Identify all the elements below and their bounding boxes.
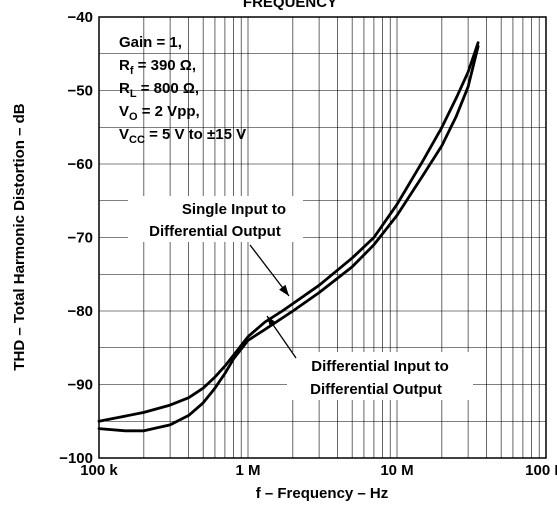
condition-subscript: CC [129,134,145,146]
annotation-text-2: Differential Output [310,381,442,398]
condition-subscript: f [130,65,134,77]
annotation-box-2 [287,352,473,400]
annotation-arrow-1-head [279,284,289,296]
x-tick-label: 100 k [80,462,118,479]
annotation-text-1: Single Input to [182,201,286,218]
annotation-text-2: Differential Input to [311,358,449,375]
series-line-1 [97,45,480,433]
tick-labels: −100 −90 −80 −70 −60 −50 −40 100 k 1 M 10 M 100 M [59,9,557,479]
annotation-box-1 [128,196,303,242]
x-axis-label: f – Frequency – Hz [256,485,389,502]
series-line-2 [97,41,480,423]
condition-subscript: O [129,111,138,123]
y-tick-label: −50 [68,83,93,100]
condition-subscript: L [130,88,137,100]
plot-frame [98,16,547,459]
condition-value: = 2 Vpp, [138,103,200,120]
annotation-text-1: Differential Output [149,223,281,240]
chart-title: FREQUENCY [243,0,337,11]
y-tick-label: −60 [68,156,93,173]
condition-symbol: R [119,80,130,97]
y-tick-label: −80 [68,303,93,320]
y-tick-label: −40 [68,9,93,26]
x-tick-label: 10 M [380,462,413,479]
y-tick-label: −70 [68,230,93,247]
y-axis-label: THD – Total Harmonic Distortion – dB [11,103,28,370]
condition-value: = 800 Ω, [137,80,199,97]
condition-symbol: V [119,103,129,120]
series-layer [97,41,480,433]
condition-symbol: R [119,57,130,74]
test-conditions: Gain = 1,Rf = 390 Ω,RL = 800 Ω,VO = 2 Vp… [119,34,246,146]
annotation-arrow-2-head [267,316,277,328]
x-tick-label: 1 M [235,462,260,479]
condition-value: = 390 Ω, [134,57,196,74]
condition-line: VO = 2 Vpp, [119,103,200,123]
y-tick-label: −100 [59,450,93,467]
y-tick-label: −90 [68,377,93,394]
condition-line: RL = 800 Ω, [119,80,199,100]
condition-line: Rf = 390 Ω, [119,57,196,77]
condition-value: = 5 V to ±15 V [145,126,246,143]
condition-symbol: V [119,126,129,143]
condition-line: VCC = 5 V to ±15 V [119,126,246,146]
condition-line: Gain = 1, [119,34,182,51]
x-tick-label: 100 M [525,462,557,479]
annotations: Single Input to Differential Output Differ… [128,196,473,400]
condition-symbol: Gain = 1, [119,34,182,51]
